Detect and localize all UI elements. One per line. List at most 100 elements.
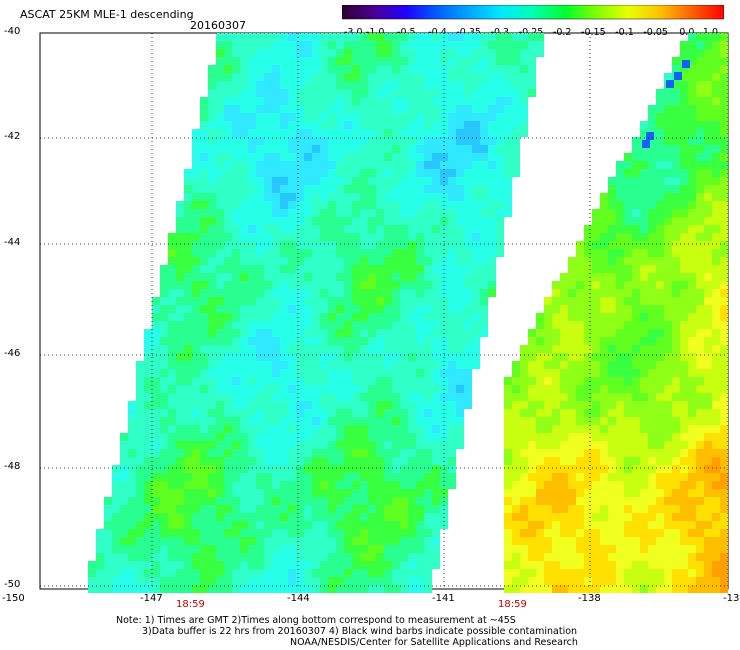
swath-cell [408,449,416,457]
swath-cell [600,553,608,561]
swath-cell [136,561,144,569]
swath-cell [568,585,576,593]
swath-cell-low [682,60,690,68]
swath-cell [168,393,176,401]
swath-cell [696,89,704,97]
swath-cell [424,337,432,345]
swath-cell [272,41,280,49]
swath-cell [384,425,392,433]
swath-cell [576,417,584,425]
swath-cell [720,81,728,89]
swath-cell [696,217,704,225]
swath-cell [640,273,648,281]
swath-cell [584,425,592,433]
swath-cell [352,377,360,385]
swath-cell [712,385,720,393]
swath-cell [192,417,200,425]
swath-cell [144,449,152,457]
swath-cell [368,345,376,353]
swath-cell [712,417,720,425]
swath-cell [408,297,416,305]
swath-cell [288,97,296,105]
swath-cell [320,153,328,161]
swath-cell [360,577,368,585]
swath-cell [520,401,528,409]
swath-cell [296,129,304,137]
swath-cell [232,313,240,321]
swath-cell [272,321,280,329]
swath-cell [568,353,576,361]
swath-cell [208,313,216,321]
swath-cell [520,497,528,505]
swath-cell [352,233,360,241]
swath-cell [704,49,712,57]
swath-cell [192,241,200,249]
swath-cell [336,153,344,161]
swath-cell [424,473,432,481]
swath-cell [272,537,280,545]
swath-cell [184,425,192,433]
swath-cell [480,65,488,73]
swath-cell [296,297,304,305]
swath-cell [400,529,408,537]
swath-cell [720,409,728,417]
swath-cell [680,217,688,225]
swath-cell [312,377,320,385]
swath-cell [240,505,248,513]
swath-cell [136,369,144,377]
swath-cell [576,241,584,249]
swath-cell [488,257,496,265]
swath-cell [456,73,464,81]
swath-cell [240,65,248,73]
swath-cell [208,369,216,377]
swath-cell [304,289,312,297]
swath-cell [288,33,296,41]
swath-cell [256,169,264,177]
swath-cell [184,361,192,369]
swath-cell [672,505,680,513]
swath-cell [408,113,416,121]
swath-cell [712,129,720,137]
swath-cell [408,257,416,265]
swath-cell [96,537,104,545]
swath-cell [632,345,640,353]
swath-cell [320,521,328,529]
swath-cell [248,529,256,537]
swath-cell [696,481,704,489]
swath-cell [680,393,688,401]
lon-label-141: -141 [432,593,455,604]
swath-cell [232,337,240,345]
swath-cell [240,249,248,257]
swath-cell [400,417,408,425]
swath-cell [480,105,488,113]
swath-cell [592,393,600,401]
swath-cell [176,257,184,265]
swath-cell [432,257,440,265]
swath-cell [432,401,440,409]
swath-cell [224,249,232,257]
swath-cell [408,41,416,49]
swath-cell [328,177,336,185]
swath-cell [448,137,456,145]
swath-cell [520,577,528,585]
swath-cell [616,265,624,273]
swath-cell [264,345,272,353]
swath-cell [352,385,360,393]
swath-cell [296,377,304,385]
swath-cell [296,473,304,481]
swath-cell [336,169,344,177]
swath-cell [448,297,456,305]
swath-cell [448,89,456,97]
swath-cell [352,153,360,161]
pass-time-right: 18:59 [498,599,527,610]
swath-cell [448,81,456,89]
swath-cell [480,249,488,257]
swath-cell [672,289,680,297]
swath-cell [328,345,336,353]
swath-cell [648,201,656,209]
swath-cell [488,97,496,105]
swath-cell [160,345,168,353]
swath-cell [368,425,376,433]
swath-cell [432,337,440,345]
swath-cell [344,417,352,425]
